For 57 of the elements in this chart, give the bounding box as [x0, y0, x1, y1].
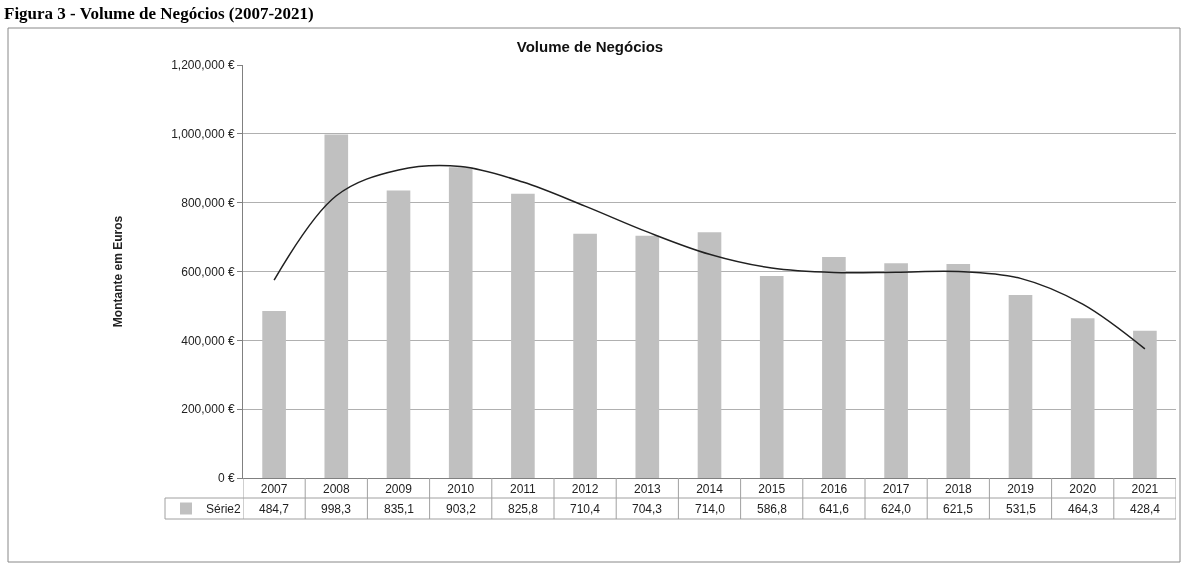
bar [946, 263, 971, 478]
text: Figura 3 - Volume de Negócios (2007-2021) [4, 4, 314, 23]
bar [386, 190, 411, 478]
x-tick-label: 2020 [1069, 482, 1097, 497]
bar [697, 232, 722, 478]
bar [1070, 318, 1095, 478]
bar [759, 275, 784, 478]
y-tick-label: 0 € [217, 471, 235, 486]
y-tick-label: 400,000 € [181, 333, 235, 348]
x-tick-label: 2011 [509, 482, 537, 497]
text: 624,0 [881, 502, 912, 516]
bar [635, 235, 660, 478]
y-axis-title: Montante em Euros [111, 215, 126, 328]
x-tick-label: 2012 [571, 482, 599, 497]
text: 704,3 [632, 502, 663, 516]
bar [884, 263, 908, 478]
bar [1008, 294, 1033, 478]
y-tick-label: 1,200,000 € [171, 58, 235, 73]
line-series [273, 164, 1146, 350]
text: 835,1 [384, 502, 415, 516]
x-tick-label: 2007 [260, 482, 288, 497]
x-tick-label: 2015 [758, 482, 786, 497]
text: 825,8 [508, 502, 539, 516]
y-tick-label: 800,000 € [181, 195, 235, 210]
x-tick-label: 2014 [696, 482, 724, 497]
y-tick-label: 200,000 € [181, 402, 235, 417]
bar [511, 193, 535, 478]
text: 531,5 [1006, 502, 1037, 516]
text: 428,4 [1130, 502, 1161, 516]
y-tick-label: 1,000,000 € [171, 127, 235, 142]
chart-title: Volume de Negócios [516, 38, 664, 56]
x-tick-label: 2016 [820, 482, 848, 497]
text: 484,7 [259, 502, 290, 516]
y-tick-label: 600,000 € [181, 264, 235, 279]
x-tick-label: 2017 [882, 482, 910, 497]
legend-label: Série2 [206, 502, 242, 517]
text: 998,3 [321, 502, 352, 516]
x-tick-label: 2010 [447, 482, 475, 497]
bar [448, 167, 473, 478]
x-tick-label: 2018 [944, 482, 972, 497]
bar [262, 311, 286, 478]
text: 710,4 [570, 502, 601, 516]
x-tick-label: 2009 [385, 482, 413, 497]
bar [822, 257, 846, 478]
bar [1133, 330, 1157, 478]
x-tick-label: 2013 [633, 482, 661, 497]
text: 903,2 [446, 502, 477, 516]
bar [573, 233, 597, 478]
bar [324, 134, 349, 478]
text: 621,5 [943, 502, 974, 516]
x-tick-label: 2021 [1131, 482, 1159, 497]
text: 714,0 [695, 502, 726, 516]
text: 464,3 [1068, 502, 1099, 516]
x-tick-label: 2008 [322, 482, 350, 497]
text: 586,8 [757, 502, 788, 516]
text: 641,6 [819, 502, 850, 516]
x-tick-label: 2019 [1007, 482, 1035, 497]
